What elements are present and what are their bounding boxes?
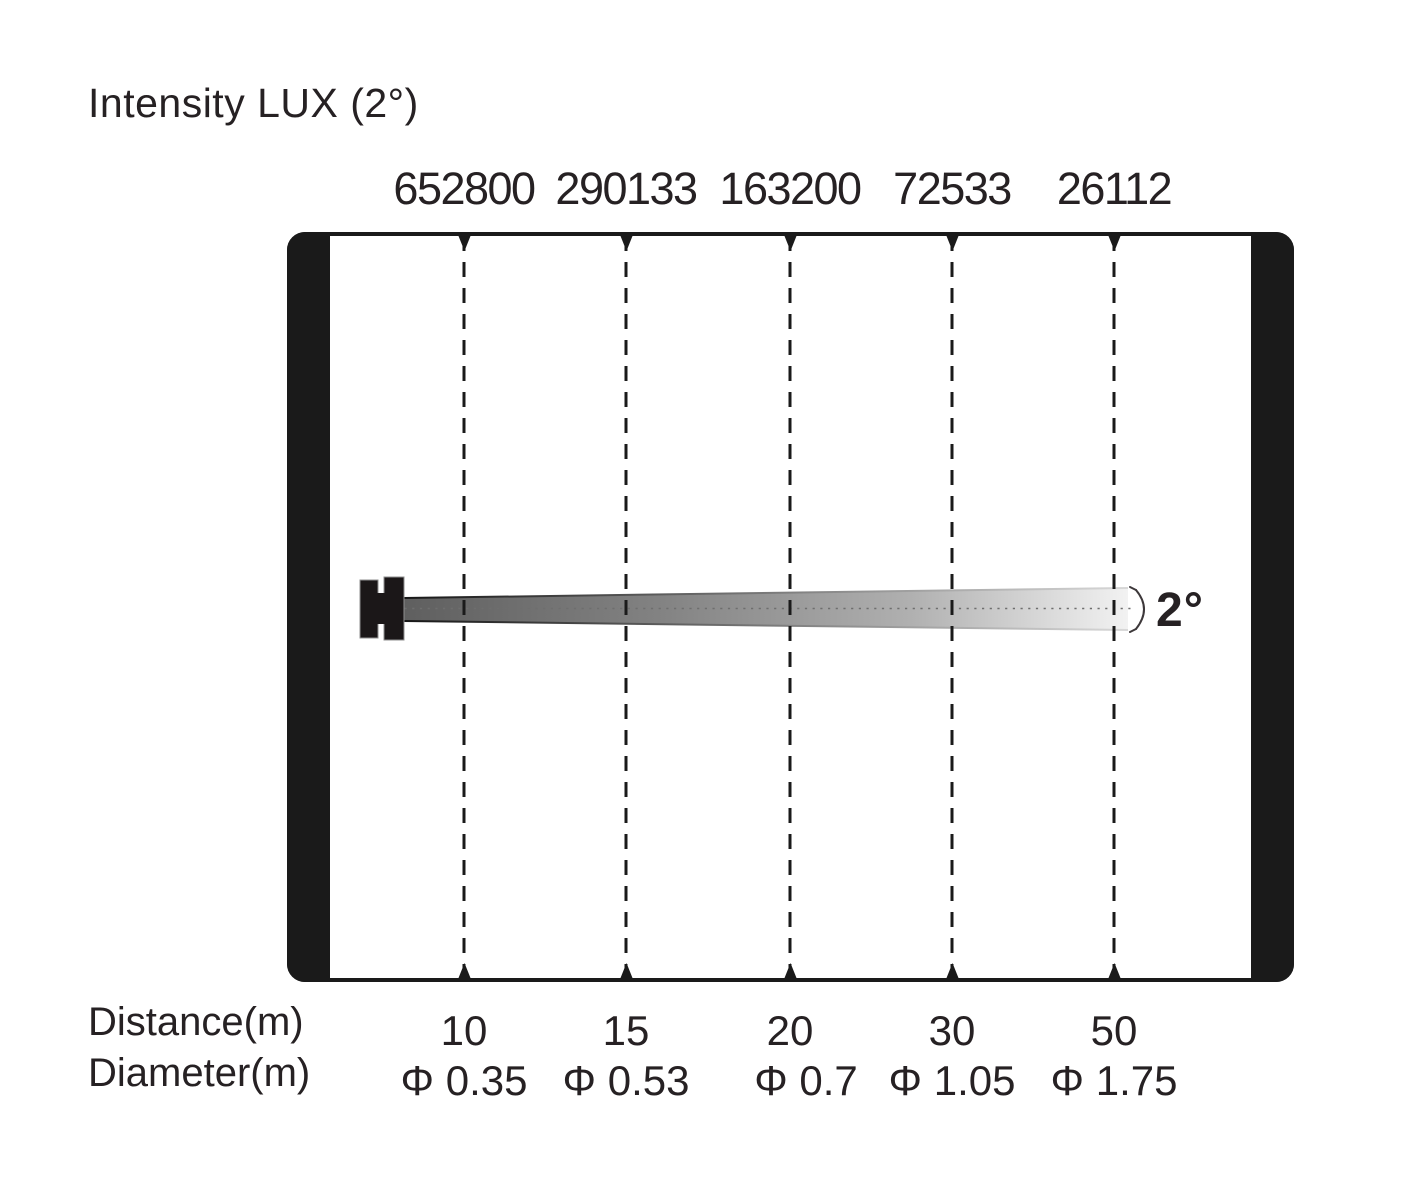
distance-row-label: Distance(m) [88, 1000, 304, 1044]
gridline-top-arrow [458, 236, 470, 251]
gridline-top-arrow [620, 236, 632, 251]
distance-gridline-15m [620, 236, 632, 978]
distance-value: 15 [602, 1007, 650, 1054]
gridline-bottom-arrow [1108, 963, 1120, 978]
frame-left-bar [287, 232, 330, 982]
intensity-value: 26112 [1056, 163, 1173, 214]
diagram-title: Intensity LUX (2°) [88, 80, 419, 126]
gridline-top-arrow [946, 236, 958, 251]
diameter-value: Φ 1.75 [1050, 1057, 1178, 1104]
distance-gridline-50m [1108, 236, 1120, 978]
diameter-value: Φ 0.53 [562, 1057, 690, 1104]
intensity-value: 163200 [719, 163, 862, 214]
frame-right-bar [1251, 232, 1294, 982]
gridline-bottom-arrow [458, 963, 470, 978]
beam-angle-label: 2° [1156, 584, 1204, 637]
intensity-value: 72533 [893, 163, 1012, 214]
gridline-bottom-arrow [946, 963, 958, 978]
gridline-top-arrow [1108, 236, 1120, 251]
distance-value: 30 [928, 1007, 976, 1054]
gridline-bottom-arrow [620, 963, 632, 978]
distance-value: 20 [766, 1007, 814, 1054]
diameter-row-label: Diameter(m) [88, 1051, 311, 1095]
distance-gridline-30m [946, 236, 958, 978]
gridline-top-arrow [784, 236, 796, 251]
gridline-bottom-arrow [784, 963, 796, 978]
diameter-value: Φ 0.7 [754, 1057, 858, 1104]
intensity-value: 290133 [555, 163, 698, 214]
diameter-value: Φ 1.05 [888, 1057, 1016, 1104]
distance-gridline-10m [458, 236, 470, 978]
distance-gridline-20m [784, 236, 796, 978]
distance-value: 50 [1090, 1007, 1138, 1054]
intensity-value: 652800 [393, 163, 536, 214]
diameter-value: Φ 0.35 [400, 1057, 528, 1104]
distance-value: 10 [440, 1007, 488, 1054]
